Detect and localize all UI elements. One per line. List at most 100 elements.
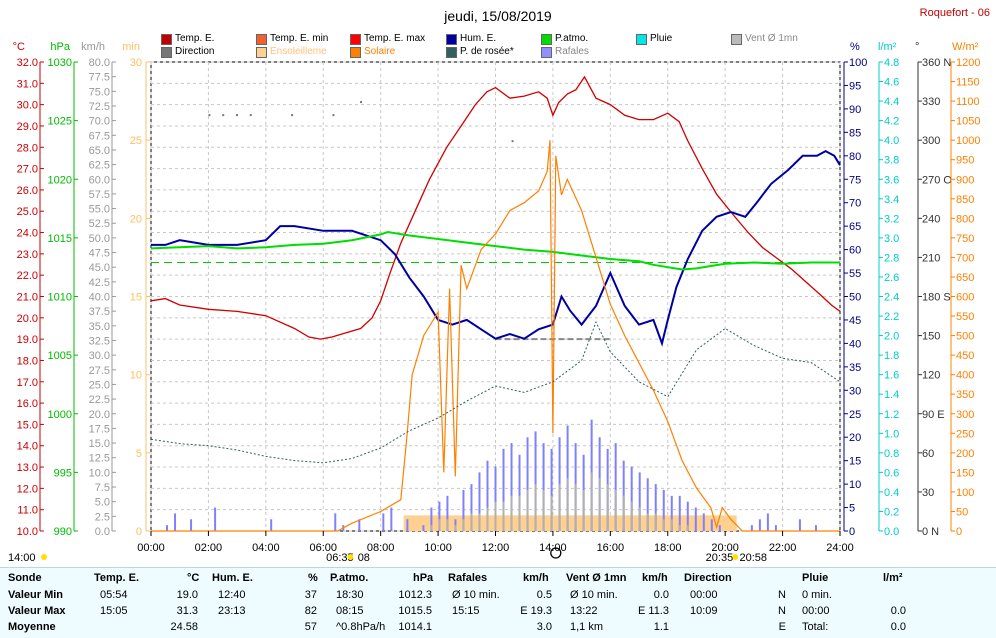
- legend-label: P. de rosée*: [460, 46, 514, 57]
- axis-tick-label: 350: [956, 389, 974, 401]
- axis-tick-label: 4.4: [884, 96, 899, 108]
- legend-label: Vent Ø 1mn: [745, 33, 798, 44]
- axis-tick-label: 2.0: [884, 331, 899, 343]
- axis-tick-label: 180 S: [922, 292, 951, 304]
- x-tick-label: 08:00: [367, 542, 395, 554]
- axis-tick-label: 600: [956, 292, 974, 304]
- axis-tick-label: 150: [922, 331, 940, 343]
- legend-swatch: [731, 34, 742, 45]
- legend-swatch: [541, 47, 552, 58]
- axis-tick-label: 3.2: [884, 213, 899, 225]
- axis-tick-label: 200: [956, 448, 974, 460]
- axis-tick-label: 800: [956, 213, 974, 225]
- axis-tick-label: 12.0: [17, 483, 38, 495]
- axis-tick-label: 30.0: [89, 350, 110, 362]
- series-line-hum-e-: [151, 149, 841, 347]
- axis-tick-label: 42.5: [89, 277, 110, 289]
- axis-tick-label: 1000: [956, 135, 980, 147]
- table-cell-dir-time: 10:09: [690, 605, 718, 617]
- table-cell-patmo-time: ^0.8hPa/h: [336, 621, 386, 633]
- axis-tick-label: 1.8: [884, 350, 899, 362]
- x-tick-label: 04:00: [252, 542, 280, 554]
- table-cell-label: Valeur Max: [8, 605, 66, 617]
- legend-label: Pluie: [650, 33, 673, 44]
- direction-dot: [291, 114, 294, 117]
- axis-tick-label: 1.4: [884, 389, 899, 401]
- timeline-start-label: 14:00: [8, 552, 36, 564]
- axis-tick-label: 450: [956, 350, 974, 362]
- axis-tick-label: 700: [956, 252, 974, 264]
- axis-tick-label: 1050: [956, 116, 980, 128]
- sunset-extra-label: 20:58: [740, 552, 768, 564]
- direction-dot: [249, 114, 252, 117]
- axis-tick-label: 1010: [48, 292, 72, 304]
- legend-label: P.atmo.: [555, 33, 589, 44]
- table-header-vent-unit: km/h: [642, 572, 668, 584]
- axis-tick-label: 210: [922, 252, 940, 264]
- axis-tick-label: 1025: [48, 116, 72, 128]
- table-cell-label: Valeur Min: [8, 589, 64, 601]
- axis-tick-label: 0.6: [884, 467, 899, 479]
- table-header-direction: Direction: [684, 572, 732, 584]
- axis-tick-label: 47.5: [89, 248, 110, 260]
- axis-tick-label: 15: [130, 292, 142, 304]
- table-cell-label: Moyenne: [8, 621, 56, 633]
- table-cell-vent-time: Ø 10 min.: [570, 589, 618, 601]
- axis-tick-label: 17.5: [89, 423, 110, 435]
- axis-tick-label: 16.0: [17, 398, 38, 410]
- axis-tick-label: 0 N: [922, 526, 939, 538]
- axis-tick-label: 1200: [956, 57, 980, 69]
- x-tick-label: 00:00: [137, 542, 165, 554]
- axis-tick-label: 50: [956, 506, 968, 518]
- table-header-pluie: Pluie: [802, 572, 829, 584]
- axis-tick-label: 21.0: [17, 292, 38, 304]
- table-cell-hum-val: 57: [304, 621, 317, 633]
- legend-swatch: [636, 34, 647, 45]
- legend-label: Temp. E. max: [364, 33, 426, 44]
- axis-tick-label: 1.6: [884, 370, 899, 382]
- axis-tick-label: 35.0: [89, 321, 110, 333]
- weather-chart: jeudi, 15/08/2019 Roquefort - 06 10.0 11.0 1…: [8, 7, 990, 564]
- legend-swatch: [161, 47, 172, 58]
- axis-tick-label: 400: [956, 370, 974, 382]
- table-header-vent: Vent Ø 1mn: [566, 572, 627, 584]
- table-header-temp-unit: °C: [187, 572, 200, 584]
- direction-dot: [208, 114, 211, 117]
- axis-tick-label: 25: [849, 409, 861, 421]
- axis-tick-label: 60: [849, 245, 861, 257]
- axis-tick-label: 32.5: [89, 335, 110, 347]
- axis-tick-label: 0.0: [884, 526, 899, 538]
- table-cell-patmo-time: 08:15: [336, 605, 364, 617]
- x-tick-label: 24:00: [826, 542, 854, 554]
- axis-tick-label: 55: [849, 268, 861, 280]
- table-cell-hum-val: 37: [304, 589, 317, 601]
- legend-swatch: [446, 47, 457, 58]
- axis-tick-label: 250: [956, 428, 974, 440]
- legend-label: Temp. E.: [175, 33, 215, 44]
- legend-swatch: [256, 47, 267, 58]
- table-cell-raf-time: Ø 10 min.: [452, 589, 500, 601]
- axis-tick-label: 11.0: [17, 505, 38, 517]
- table-cell-raf-val: 0.5: [536, 589, 552, 601]
- axis-tick-label: 70: [849, 198, 861, 210]
- axis-tick-label: 330: [922, 96, 940, 108]
- axis-tick-label: 1030: [48, 57, 72, 69]
- axis-tick-label: 2.5: [95, 511, 110, 523]
- sunset-icon: [732, 554, 739, 560]
- direction-dot: [222, 114, 225, 117]
- axis-tick-label: 750: [956, 233, 974, 245]
- axis-tick-label: 72.5: [89, 101, 110, 113]
- axis-tick-label: 10: [130, 370, 142, 382]
- axis-tick-label: 10.0: [17, 526, 38, 538]
- sunshine-bar: [403, 515, 737, 531]
- axis-tick-label: 3.8: [884, 155, 899, 167]
- axis-tick-label: 30: [922, 487, 934, 499]
- axis-tick-label: 100: [956, 487, 974, 499]
- axis-tick-label: 15: [849, 456, 861, 468]
- axis-tick-label: 75: [849, 174, 861, 186]
- axis-tick-label: 30: [130, 57, 142, 69]
- axis-tick-label: 1020: [48, 174, 72, 186]
- axis-unit-label: min: [122, 41, 140, 53]
- axis-tick-label: 50: [849, 292, 861, 304]
- series-line-solaire: [151, 140, 840, 532]
